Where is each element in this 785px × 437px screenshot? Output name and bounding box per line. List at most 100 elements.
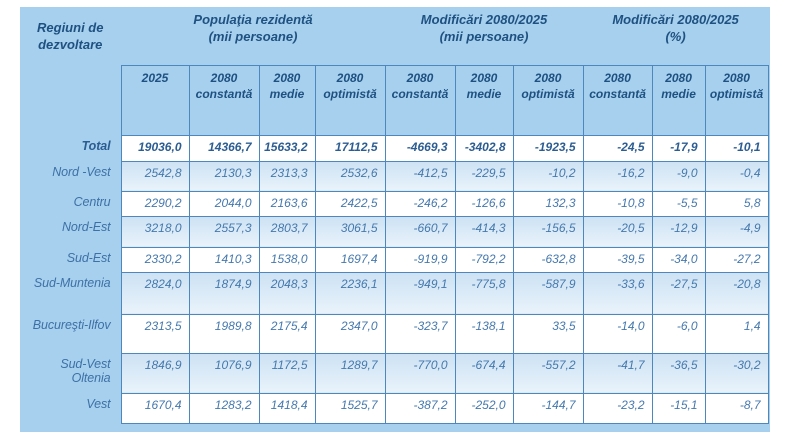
- group-header-modificari-procent: Modificări 2080/2025 (%): [583, 7, 769, 66]
- value-cell-diff-constanta: -387,2: [384, 392, 456, 424]
- region-label: Nord-Est: [61, 220, 111, 234]
- value-cell-pop-2080-optimista: 17112,5: [314, 134, 386, 162]
- value-cell-diff-constanta: -660,7: [384, 215, 456, 248]
- value-cell-pct-optimista: -27,2: [704, 246, 769, 273]
- value-cell-pct-constanta: -33,6: [582, 271, 653, 315]
- value-cell-pop-2080-optimista: 1289,7: [314, 352, 386, 394]
- value-cell-pct-optimista: -0,4: [704, 160, 769, 192]
- value-cell-pop-2080-constanta: 1076,9: [188, 352, 260, 394]
- subheader-2080-constanta: 2080 constantă: [384, 64, 456, 136]
- table-panel: Regiuni de dezvoltare Populaţia rezident…: [20, 7, 770, 432]
- value-cell-pct-medie: -34,0: [651, 246, 706, 273]
- value-cell-pop-2025: 1846,9: [120, 352, 190, 394]
- region-label: Centru: [73, 195, 111, 209]
- value-cell-pct-optimista: 5,8: [704, 190, 769, 217]
- subheader-2025: 2025: [120, 64, 190, 136]
- region-label: Total: [81, 139, 111, 153]
- subheader-row: 2025 2080 constantă 2080 medie 2080 opti…: [20, 64, 769, 136]
- value-cell-pop-2080-medie: 2163,6: [258, 190, 316, 217]
- group-subtitle: (mii persoane): [439, 28, 529, 44]
- value-cell-pop-2080-constanta: 1410,3: [188, 246, 260, 273]
- population-projection-table: Regiuni de dezvoltare Populaţia rezident…: [20, 7, 769, 424]
- value-cell-pct-medie: -27,5: [651, 271, 706, 315]
- value-cell-pop-2025: 2313,5: [120, 313, 190, 354]
- group-title: Populaţia rezidentă: [193, 12, 313, 27]
- subheader-2080-constanta: 2080 constantă: [188, 64, 260, 136]
- region-label: Bucureşti-Ilfov: [32, 318, 111, 332]
- value-cell-diff-constanta: -949,1: [384, 271, 456, 315]
- value-cell-pop-2080-optimista: 2236,1: [314, 271, 386, 315]
- value-cell-pop-2080-medie: 2313,3: [258, 160, 316, 192]
- table-row: Sud-Muntenia 2824,0 1874,9 2048,3 2236,1…: [20, 271, 769, 315]
- subheader-2080-constanta: 2080 constantă: [582, 64, 653, 136]
- value-cell-pct-optimista: -10,1: [704, 134, 769, 162]
- value-cell-pct-optimista: 1,4: [704, 313, 769, 354]
- value-cell-diff-constanta: -323,7: [384, 313, 456, 354]
- value-cell-pop-2080-optimista: 1525,7: [314, 392, 386, 424]
- value-cell-diff-constanta: -4669,3: [384, 134, 456, 162]
- subheader-2080-optimista: 2080 optimistă: [704, 64, 769, 136]
- value-cell-pct-constanta: -10,8: [582, 190, 653, 217]
- value-cell-pop-2080-medie: 1172,5: [258, 352, 316, 394]
- value-cell-pct-constanta: -23,2: [582, 392, 653, 424]
- table-row: Sud-Vest Oltenia 1846,9 1076,9 1172,5 12…: [20, 352, 769, 394]
- value-cell-diff-medie: -792,2: [454, 246, 514, 273]
- group-title: Modificări 2080/2025: [612, 12, 739, 27]
- value-cell-diff-optimista: -10,2: [512, 160, 584, 192]
- value-cell-pct-constanta: -16,2: [582, 160, 653, 192]
- region-label: Sud-Est: [66, 251, 111, 265]
- value-cell-pct-optimista: -20,8: [704, 271, 769, 315]
- subheader-2080-optimista: 2080 optimistă: [512, 64, 584, 136]
- subheader-2080-medie: 2080 medie: [651, 64, 706, 136]
- value-cell-diff-medie: -252,0: [454, 392, 514, 424]
- group-header-modificari-mii: Modificări 2080/2025 (mii persoane): [385, 7, 584, 66]
- value-cell-diff-constanta: -412,5: [384, 160, 456, 192]
- value-cell-pct-medie: -36,5: [651, 352, 706, 394]
- value-cell-diff-medie: -775,8: [454, 271, 514, 315]
- value-cell-diff-optimista: -557,2: [512, 352, 584, 394]
- table-row: Centru 2290,2 2044,0 2163,6 2422,5 -246,…: [20, 190, 769, 217]
- group-subtitle: (%): [665, 28, 686, 44]
- value-cell-pct-medie: -17,9: [651, 134, 706, 162]
- value-cell-pop-2080-constanta: 14366,7: [188, 134, 260, 162]
- value-cell-pop-2080-medie: 15633,2: [258, 134, 316, 162]
- value-cell-pop-2080-medie: 1418,4: [258, 392, 316, 424]
- group-header-row: Regiuni de dezvoltare Populaţia rezident…: [20, 7, 769, 66]
- table-header: Regiuni de dezvoltare Populaţia rezident…: [20, 7, 769, 136]
- value-cell-pop-2080-medie: 1538,0: [258, 246, 316, 273]
- value-cell-pop-2025: 2824,0: [120, 271, 190, 315]
- value-cell-pop-2025: 2290,2: [120, 190, 190, 217]
- value-cell-diff-medie: -229,5: [454, 160, 514, 192]
- value-cell-pop-2080-medie: 2048,3: [258, 271, 316, 315]
- value-cell-pct-optimista: -4,9: [704, 215, 769, 248]
- value-cell-diff-medie: -3402,8: [454, 134, 514, 162]
- value-cell-pop-2025: 1670,4: [120, 392, 190, 424]
- value-cell-diff-medie: -126,6: [454, 190, 514, 217]
- value-cell-diff-constanta: -770,0: [384, 352, 456, 394]
- group-title: Modificări 2080/2025: [420, 12, 548, 27]
- value-cell-pop-2080-constanta: 1283,2: [188, 392, 260, 424]
- value-cell-pct-medie: -12,9: [651, 215, 706, 248]
- value-cell-pop-2080-medie: 2175,4: [258, 313, 316, 354]
- value-cell-pop-2080-constanta: 2044,0: [188, 190, 260, 217]
- value-cell-pct-medie: -9,0: [651, 160, 706, 192]
- value-cell-pct-constanta: -24,5: [582, 134, 653, 162]
- value-cell-diff-optimista: 132,3: [512, 190, 584, 217]
- table-row: Nord-Est 3218,0 2557,3 2803,7 3061,5 -66…: [20, 215, 769, 248]
- value-cell-pop-2080-optimista: 2532,6: [314, 160, 386, 192]
- value-cell-diff-optimista: -144,7: [512, 392, 584, 424]
- table-row: Bucureşti-Ilfov 2313,5 1989,8 2175,4 234…: [20, 313, 769, 354]
- value-cell-pop-2025: 2330,2: [120, 246, 190, 273]
- subheader-2080-medie: 2080 medie: [454, 64, 514, 136]
- value-cell-pct-constanta: -20,5: [582, 215, 653, 248]
- value-cell-pop-2080-constanta: 2130,3: [188, 160, 260, 192]
- subheader-2080-optimista: 2080 optimistă: [314, 64, 386, 136]
- value-cell-pop-2080-optimista: 3061,5: [314, 215, 386, 248]
- value-cell-pop-2080-constanta: 2557,3: [188, 215, 260, 248]
- value-cell-diff-optimista: -1923,5: [512, 134, 584, 162]
- value-cell-pct-medie: -15,1: [651, 392, 706, 424]
- value-cell-diff-medie: -414,3: [454, 215, 514, 248]
- value-cell-pop-2025: 3218,0: [120, 215, 190, 248]
- value-cell-pct-constanta: -41,7: [582, 352, 653, 394]
- region-label: Nord -Vest: [52, 165, 111, 179]
